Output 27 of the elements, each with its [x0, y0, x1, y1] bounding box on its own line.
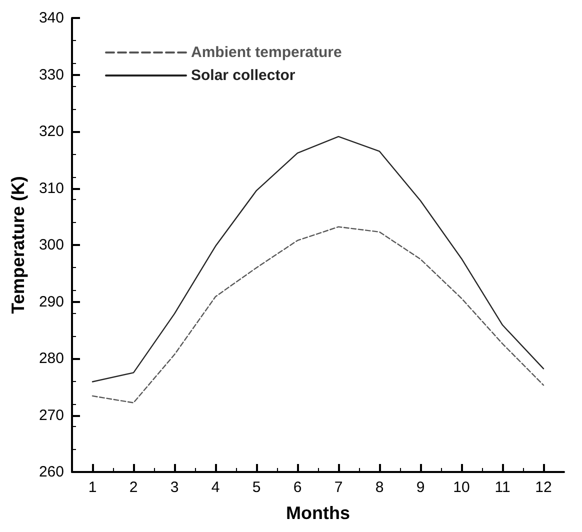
x-tick-label: 7 [334, 479, 343, 496]
y-tick-label: 260 [38, 464, 64, 480]
y-tick-label: 310 [38, 180, 64, 197]
text: Ambient temperature [191, 44, 342, 61]
line-series [92, 136, 544, 382]
y-axis-title: Temperature (K) [8, 176, 28, 314]
y-tick-label: 340 [38, 10, 64, 26]
line-series [92, 226, 544, 404]
x-tick-label: 9 [416, 479, 425, 496]
y-tick-label: 300 [38, 236, 64, 254]
x-tick-label: 6 [293, 479, 302, 496]
x-tick-label: 11 [494, 479, 510, 496]
y-tick-label: 270 [38, 406, 64, 424]
text: Solar collector [191, 67, 296, 84]
y-tick-label: 290 [38, 293, 64, 310]
x-tick-label: 10 [453, 479, 470, 496]
x-tick-label: 2 [129, 479, 138, 496]
x-axis-title: Months [286, 503, 350, 523]
y-tick-label: 320 [38, 123, 64, 140]
y-tick-label: 280 [38, 350, 64, 367]
x-tick-label: 8 [375, 479, 384, 496]
y-tick-label: 330 [38, 66, 64, 84]
x-tick-label: 4 [211, 479, 220, 496]
x-tick-label: 5 [252, 479, 261, 496]
x-tick-label: 3 [170, 479, 179, 496]
x-tick-label: 1 [88, 479, 97, 496]
x-tick-label: 12 [535, 479, 552, 496]
